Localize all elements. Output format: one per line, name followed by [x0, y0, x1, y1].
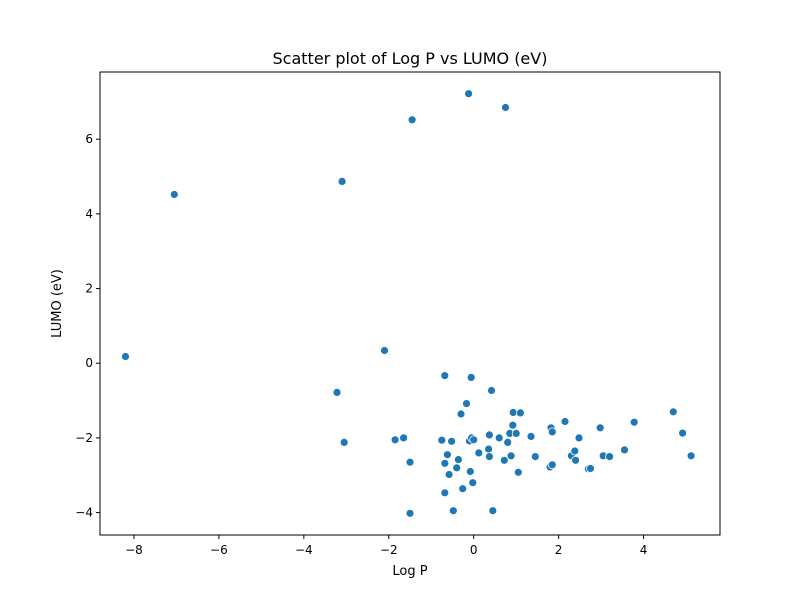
data-point: [437, 435, 447, 445]
data-point: [506, 451, 516, 461]
data-point: [169, 190, 179, 199]
data-point: [508, 408, 518, 417]
data-point: [571, 455, 580, 465]
x-tick-label: −2: [380, 543, 398, 557]
data-point: [456, 409, 466, 419]
data-point: [447, 436, 457, 446]
data-point: [508, 420, 518, 430]
y-tick-label: 0: [85, 356, 93, 370]
data-point: [405, 457, 415, 467]
data-point: [547, 460, 557, 470]
y-tick-label: 4: [85, 207, 93, 221]
data-point: [440, 458, 450, 468]
chart-title: Scatter plot of Log P vs LUMO (eV): [273, 49, 548, 68]
data-point: [390, 435, 400, 445]
data-point: [121, 352, 130, 361]
y-tick-label: −2: [75, 431, 93, 445]
data-point: [332, 387, 342, 397]
data-point: [526, 431, 536, 441]
data-point: [503, 437, 513, 447]
points-layer: [121, 89, 696, 518]
data-point: [469, 435, 479, 445]
data-point: [440, 371, 450, 381]
data-point: [547, 427, 557, 437]
data-point: [686, 451, 696, 461]
data-point: [468, 478, 478, 488]
y-axis-label: LUMO (eV): [50, 269, 65, 338]
data-point: [501, 103, 510, 112]
x-tick-label: 2: [555, 543, 563, 557]
x-axis-ticks: −8 −6 −4 −2 0 2 4: [125, 535, 647, 557]
data-point: [337, 176, 347, 186]
data-point: [380, 346, 389, 355]
data-point: [513, 467, 523, 477]
data-point: [440, 488, 450, 498]
data-point: [494, 433, 504, 443]
data-point: [448, 506, 458, 516]
data-point: [499, 455, 509, 465]
data-point: [484, 430, 494, 440]
data-point: [453, 455, 463, 465]
x-tick-label: −4: [295, 543, 313, 557]
data-point: [511, 428, 521, 438]
data-point: [605, 452, 614, 462]
data-point: [399, 433, 409, 443]
data-point: [407, 115, 417, 125]
data-point: [405, 508, 415, 518]
data-point: [487, 386, 496, 395]
data-point: [488, 506, 498, 516]
data-point: [462, 399, 471, 409]
data-point: [668, 407, 678, 417]
data-point: [465, 467, 475, 476]
data-point: [620, 445, 629, 455]
data-point: [466, 372, 476, 382]
plot-frame: [99, 71, 721, 536]
data-point: [484, 444, 494, 454]
data-point: [464, 89, 474, 99]
data-point: [484, 452, 494, 462]
y-tick-label: 2: [85, 282, 93, 296]
x-tick-label: −6: [210, 543, 228, 557]
data-point: [629, 417, 639, 427]
data-point: [586, 464, 595, 473]
x-axis-label: Log P: [392, 564, 427, 579]
data-point: [574, 433, 584, 443]
data-point: [560, 417, 570, 426]
y-axis-ticks: −4 −2 0 2 4 6: [75, 132, 100, 520]
data-point: [444, 470, 454, 479]
data-point: [516, 408, 525, 418]
data-point: [530, 452, 540, 462]
y-tick-label: 6: [85, 132, 93, 146]
x-tick-label: −8: [125, 543, 143, 557]
data-point: [442, 450, 452, 460]
data-point: [474, 448, 484, 458]
data-point: [595, 423, 605, 433]
data-point: [339, 437, 349, 447]
x-tick-label: 0: [470, 543, 478, 557]
data-point: [678, 428, 687, 438]
x-tick-label: 4: [640, 543, 648, 557]
y-tick-label: −4: [75, 506, 93, 520]
data-point: [458, 484, 468, 494]
data-point: [452, 463, 462, 473]
data-point: [570, 446, 580, 456]
